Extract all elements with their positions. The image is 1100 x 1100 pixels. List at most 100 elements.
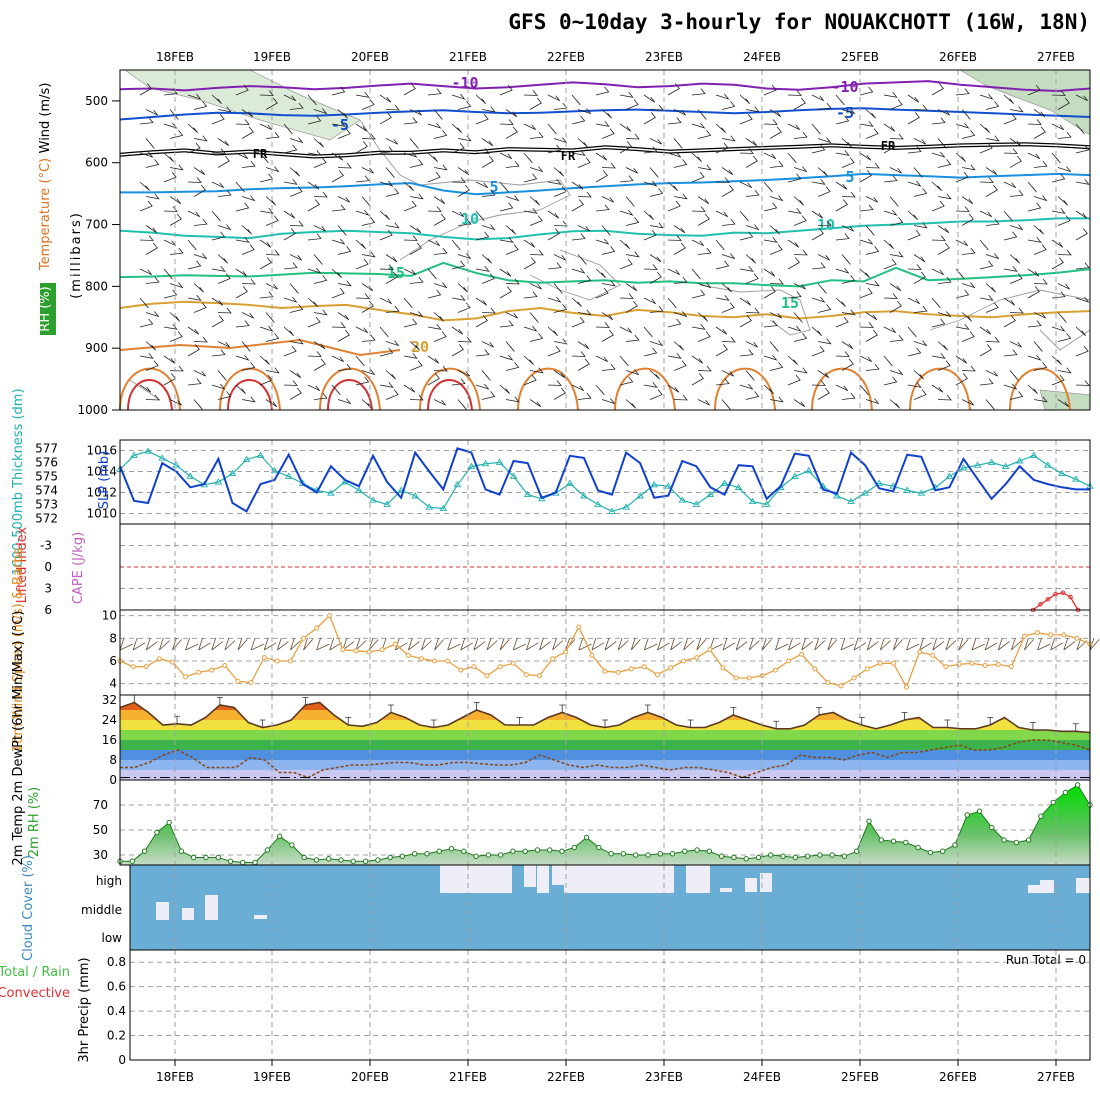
thickness-point xyxy=(1015,457,1024,464)
wind-barb xyxy=(793,399,806,408)
wind-barb xyxy=(553,338,568,345)
wind-barb xyxy=(835,150,850,156)
wind-barb xyxy=(289,283,299,294)
wind-barb xyxy=(595,287,609,299)
wind10-point xyxy=(930,652,936,658)
wind10-line xyxy=(119,614,1091,689)
wind-barb xyxy=(313,108,328,115)
wind-barb xyxy=(793,333,808,342)
wind-barb xyxy=(769,126,782,139)
wind-barb xyxy=(979,239,989,251)
wind-barb xyxy=(619,141,632,154)
wind-barb xyxy=(481,391,496,400)
wind-barb xyxy=(817,186,831,197)
wind10-point xyxy=(353,648,359,654)
wind-barb xyxy=(625,283,638,292)
rh-point xyxy=(215,854,221,861)
temp-band xyxy=(120,730,1090,740)
wind-barb xyxy=(787,208,802,214)
rh-point xyxy=(706,848,713,854)
wind-barb xyxy=(313,341,326,350)
wind-barb xyxy=(289,370,302,379)
wind-barb xyxy=(289,387,302,400)
thickness-tick-label: 575 xyxy=(35,469,58,483)
wind-barb xyxy=(979,326,992,335)
thickness-point xyxy=(622,503,630,510)
wind-barb xyxy=(379,210,391,220)
wind-barb xyxy=(523,291,538,299)
wind-barb xyxy=(715,93,730,100)
wind-barb xyxy=(715,123,727,133)
wind10-point xyxy=(379,647,385,653)
wind-barb xyxy=(787,325,802,332)
wind-barb xyxy=(211,210,221,222)
wind-barb xyxy=(961,109,971,120)
wind-barb xyxy=(505,244,519,255)
wind-barb xyxy=(859,238,874,245)
wind10-panel xyxy=(119,609,1091,696)
rh-point xyxy=(657,851,663,857)
thickness-point xyxy=(186,472,195,479)
wind-barb xyxy=(739,94,751,104)
wind-barb xyxy=(769,362,784,371)
wind-barb xyxy=(481,155,494,168)
wind-barb xyxy=(145,193,160,200)
wind-barb xyxy=(811,380,826,386)
wind10-barb xyxy=(421,637,432,651)
wind-barb xyxy=(163,268,173,280)
wind-barb xyxy=(451,344,464,357)
wind-barb xyxy=(835,94,845,106)
precip-tick-label: 0.8 xyxy=(107,955,126,969)
wind10-barb xyxy=(172,637,182,651)
wind-barb xyxy=(337,363,352,371)
wind-barb xyxy=(601,128,615,139)
wind10-point xyxy=(772,667,778,673)
wind-barb xyxy=(307,181,320,190)
wind10-barb xyxy=(539,637,551,651)
thickness-point xyxy=(256,451,265,458)
wind-barb xyxy=(337,246,352,255)
isotherm-label: -5 xyxy=(836,104,854,122)
wind-barb xyxy=(241,244,255,255)
wind-barb xyxy=(451,260,466,270)
wind-barb xyxy=(193,283,205,293)
precip-tick-label: 0.2 xyxy=(107,1029,126,1043)
wind-barb xyxy=(601,280,616,287)
temp-minmax xyxy=(815,707,822,715)
wind-barb xyxy=(139,268,153,276)
wind-barb xyxy=(1057,131,1072,139)
wind-barb xyxy=(385,340,400,347)
li-point xyxy=(1068,594,1073,600)
wind-barb xyxy=(739,383,754,390)
wind-barb xyxy=(523,257,536,270)
wind-barb xyxy=(793,97,806,110)
wind-barb xyxy=(793,249,808,256)
wind-barb xyxy=(499,152,513,160)
thickness-point xyxy=(650,480,658,488)
y-tick-label: 900 xyxy=(85,341,108,355)
wind-barb xyxy=(529,97,542,110)
wind-barb xyxy=(625,251,640,258)
wind-barb xyxy=(145,360,159,371)
rh-point xyxy=(890,838,897,844)
wind-barb xyxy=(715,326,728,335)
wind-barb xyxy=(643,297,657,305)
wind-barb xyxy=(1075,179,1090,185)
wind-barb xyxy=(1057,283,1071,290)
wind-barb xyxy=(787,291,802,299)
rh-point xyxy=(326,856,332,862)
wind-barb xyxy=(547,179,562,185)
wind10-barb xyxy=(801,637,814,651)
wind10-barb xyxy=(499,637,510,651)
li-tick-label: -3 xyxy=(40,539,52,553)
rh-point xyxy=(190,854,197,861)
wind-barb xyxy=(211,94,223,104)
wind10-point xyxy=(746,675,752,681)
wind-barb xyxy=(259,152,269,164)
rh-point xyxy=(547,847,553,853)
wind-barb xyxy=(313,254,323,265)
wind-barb xyxy=(691,171,705,183)
wind-barb xyxy=(145,311,160,318)
wind10-barb xyxy=(945,637,957,651)
wind-barb xyxy=(331,121,346,127)
